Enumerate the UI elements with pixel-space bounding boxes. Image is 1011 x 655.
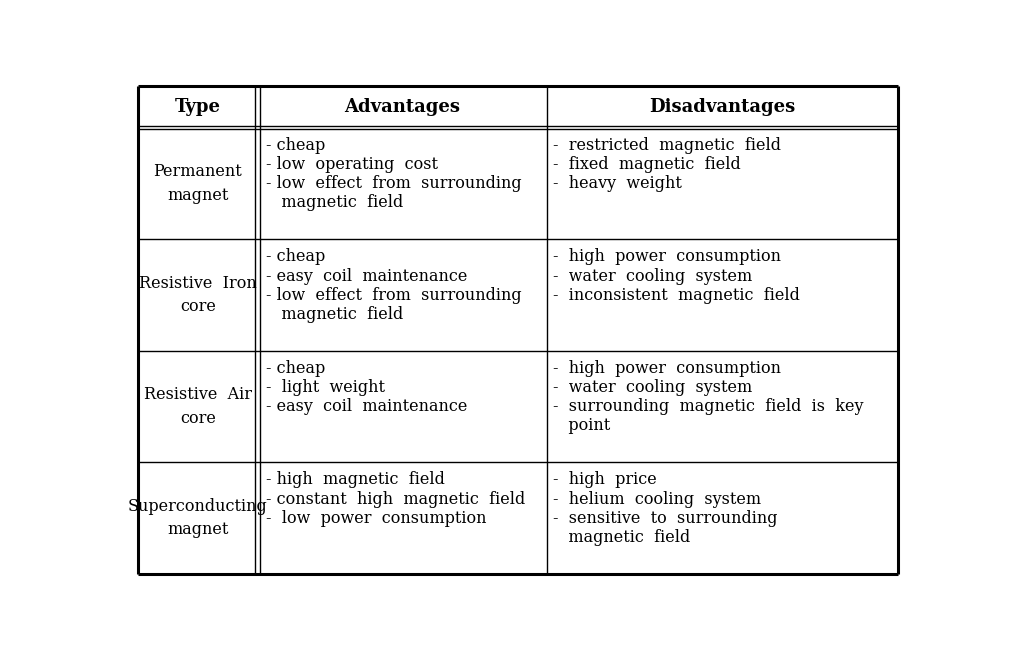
Text: - low  effect  from  surrounding: - low effect from surrounding	[266, 287, 522, 304]
Text: - easy  coil  maintenance: - easy coil maintenance	[266, 398, 467, 415]
Text: -  high  price: - high price	[553, 472, 657, 489]
Text: - easy  coil  maintenance: - easy coil maintenance	[266, 267, 467, 284]
Text: magnetic  field: magnetic field	[553, 529, 691, 546]
Text: Type: Type	[175, 98, 220, 116]
Text: -  fixed  magnetic  field: - fixed magnetic field	[553, 156, 741, 173]
Text: point: point	[553, 417, 611, 434]
Text: -  inconsistent  magnetic  field: - inconsistent magnetic field	[553, 287, 800, 304]
Text: Permanent
magnet: Permanent magnet	[154, 163, 243, 204]
Text: Resistive  Iron
core: Resistive Iron core	[139, 275, 257, 315]
Text: Superconducting
magnet: Superconducting magnet	[128, 498, 268, 538]
Text: -  sensitive  to  surrounding: - sensitive to surrounding	[553, 510, 777, 527]
Text: Resistive  Air
core: Resistive Air core	[144, 386, 252, 427]
Text: -  surrounding  magnetic  field  is  key: - surrounding magnetic field is key	[553, 398, 863, 415]
Text: Disadvantages: Disadvantages	[649, 98, 796, 116]
Text: -  helium  cooling  system: - helium cooling system	[553, 491, 761, 508]
Text: -  heavy  weight: - heavy weight	[553, 175, 682, 192]
Text: - low  effect  from  surrounding: - low effect from surrounding	[266, 175, 522, 192]
Text: Advantages: Advantages	[344, 98, 460, 116]
Text: -  high  power  consumption: - high power consumption	[553, 360, 782, 377]
Text: -  low  power  consumption: - low power consumption	[266, 510, 486, 527]
Text: - high  magnetic  field: - high magnetic field	[266, 472, 445, 489]
Text: - cheap: - cheap	[266, 360, 326, 377]
Text: -  water  cooling  system: - water cooling system	[553, 267, 752, 284]
Text: -  restricted  magnetic  field: - restricted magnetic field	[553, 137, 782, 154]
Text: -  water  cooling  system: - water cooling system	[553, 379, 752, 396]
Text: magnetic  field: magnetic field	[266, 195, 403, 212]
Text: - cheap: - cheap	[266, 248, 326, 265]
Text: -  light  weight: - light weight	[266, 379, 385, 396]
Text: -  high  power  consumption: - high power consumption	[553, 248, 782, 265]
Text: - constant  high  magnetic  field: - constant high magnetic field	[266, 491, 526, 508]
Text: - cheap: - cheap	[266, 137, 326, 154]
Text: - low  operating  cost: - low operating cost	[266, 156, 438, 173]
Text: magnetic  field: magnetic field	[266, 306, 403, 323]
